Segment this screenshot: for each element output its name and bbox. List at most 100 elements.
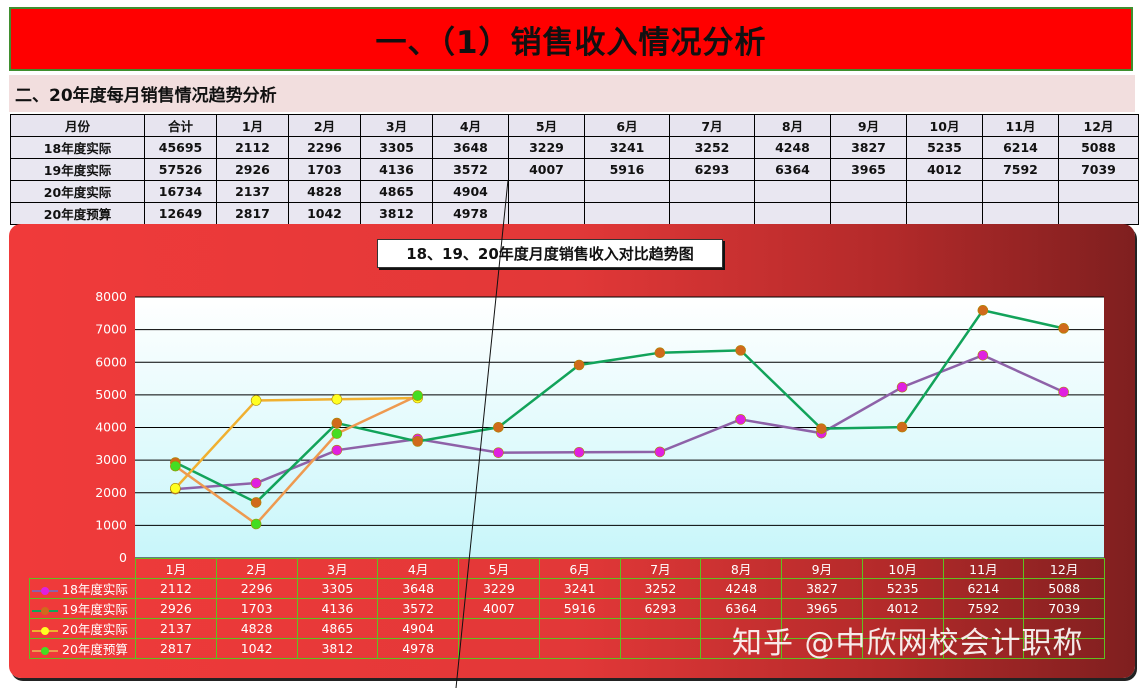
y-tick-label: 6000: [95, 354, 127, 369]
x-tick-label: 10月: [861, 558, 944, 579]
data-label: 2137: [135, 618, 217, 639]
header-cell: 5月: [508, 114, 585, 137]
data-point: [816, 423, 827, 434]
data-point: [493, 421, 504, 433]
header-cell: 4月: [432, 114, 509, 137]
x-tick-label: 11月: [942, 558, 1025, 579]
series-line: [174, 394, 419, 526]
table-cell: 4012: [906, 158, 983, 181]
data-label: 5088: [1023, 578, 1105, 599]
data-label: 3305: [296, 578, 379, 599]
table-cell: [982, 202, 1059, 225]
section-title: 二、20年度每月销售情况趋势分析: [9, 75, 1135, 112]
table-cell: 3305: [360, 136, 433, 159]
table-cell: 7039: [1058, 158, 1139, 181]
banner-title: 一、（1）销售收入情况分析: [9, 7, 1133, 71]
data-label: [458, 638, 540, 659]
watermark: 知乎 @中欣网校会计职称: [732, 626, 1084, 661]
data-point: [735, 345, 746, 356]
header-cell: 3月: [360, 114, 433, 137]
legend-entry: 20年度实际: [29, 618, 136, 639]
data-point: [250, 518, 262, 530]
legend-entry: 20年度预算: [29, 638, 136, 659]
x-tick-label: 6月: [538, 558, 621, 579]
x-tick-label: 5月: [458, 558, 540, 579]
data-label: 3648: [377, 578, 459, 599]
data-label: [538, 638, 621, 659]
data-label: 4865: [296, 618, 379, 639]
data-point: [331, 417, 343, 429]
data-label: 4248: [700, 578, 782, 599]
series-line: [174, 396, 418, 490]
data-point: [896, 421, 908, 433]
table-cell: [1058, 202, 1139, 225]
data-label: 3252: [619, 578, 702, 599]
corner-cell: [30, 559, 136, 579]
data-point: [170, 482, 181, 494]
x-tick-label: 3月: [296, 558, 379, 579]
x-tick-label: 1月: [135, 558, 217, 579]
y-tick-label: 1000: [95, 517, 127, 532]
row-total: 12649: [144, 202, 217, 225]
data-label: 2926: [135, 598, 217, 619]
y-tick-label: 7000: [95, 322, 127, 337]
chart-title: 18、19、20年度月度销售收入对比趋势图: [377, 239, 723, 268]
summary-table: 月份 合计 1月 2月 3月 4月 5月 6月 7月 8月 9月 10月 11月 12月 18年度实际 456…: [10, 114, 1139, 225]
data-label: 1703: [215, 598, 298, 619]
table-cell: [906, 180, 983, 203]
data-point: [331, 393, 343, 405]
table-cell: 5916: [584, 158, 670, 181]
legend-swatch-icon: [32, 646, 58, 656]
data-label: 2112: [135, 578, 217, 599]
table-cell: 4007: [508, 158, 585, 181]
table-cell: 1042: [288, 202, 361, 225]
table-cell: 3812: [360, 202, 433, 225]
x-tick-label: 8月: [700, 558, 782, 579]
legend-row: 20年度预算 2817 1042 3812 4978: [29, 638, 1105, 659]
data-point: [654, 446, 666, 458]
data-label: 3241: [538, 578, 621, 599]
table-cell: 1703: [288, 158, 361, 181]
header-cell: 8月: [754, 114, 831, 137]
header-cell: 7月: [669, 114, 755, 137]
legend-label: 19年度实际: [62, 602, 128, 617]
data-point: [977, 349, 989, 361]
series-line: [175, 353, 1065, 491]
data-point: [493, 447, 504, 458]
data-label: 5916: [538, 598, 621, 619]
table-cell: 3965: [830, 158, 907, 181]
header-cell: 合计: [144, 114, 217, 137]
y-tick-label: 8000: [95, 289, 127, 304]
data-label: 4904: [377, 618, 459, 639]
table-row: 19年度实际 57526 2926 1703 4136 3572 4007 5916 6293 6…: [10, 158, 1139, 181]
row-total: 16734: [144, 180, 217, 203]
legend-label: 20年度预算: [62, 642, 128, 657]
table-cell: [669, 180, 755, 203]
data-label: [619, 618, 702, 639]
table-cell: [754, 202, 831, 225]
data-label: 4012: [861, 598, 944, 619]
data-label: 2296: [215, 578, 298, 599]
data-label: 3572: [377, 598, 459, 619]
data-label: [538, 618, 621, 639]
table-cell: 2926: [216, 158, 289, 181]
data-label: 1042: [215, 638, 298, 659]
table-cell: 7592: [982, 158, 1059, 181]
legend-row: 20年度实际 2137 4828 4865 4904: [29, 618, 1105, 639]
table-cell: 6364: [754, 158, 831, 181]
table-row: 20年度预算 12649 2817 1042 3812 4978: [10, 202, 1139, 225]
data-label: 6293: [619, 598, 702, 619]
x-tick-label: 12月: [1023, 558, 1105, 579]
data-label: 4978: [377, 638, 459, 659]
legend-label: 20年度实际: [62, 622, 128, 637]
data-label: [619, 638, 702, 659]
legend-swatch-icon: [32, 626, 58, 636]
row-total: 57526: [144, 158, 217, 181]
data-point: [977, 305, 989, 316]
header-cell: 1月: [216, 114, 289, 137]
x-tick-label: 9月: [781, 558, 863, 579]
data-label: 4136: [296, 598, 379, 619]
table-cell: [584, 180, 670, 203]
table-cell: 2296: [288, 136, 361, 159]
